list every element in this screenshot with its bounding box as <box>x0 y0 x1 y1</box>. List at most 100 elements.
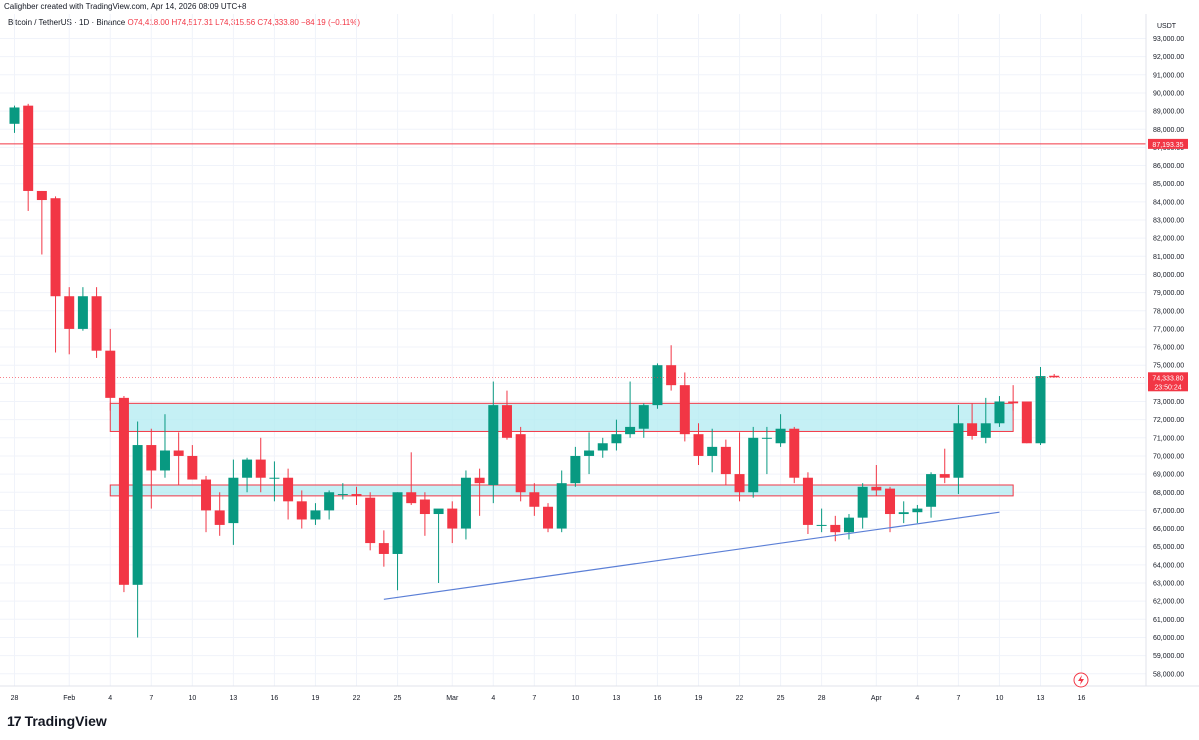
ascending-trendline <box>383 511 1000 600</box>
candle-body <box>201 479 212 511</box>
price-tick-label: 60,000.00 <box>1153 635 1184 642</box>
price-tick-label: 78,000.00 <box>1153 308 1184 315</box>
candle-body <box>611 434 622 444</box>
candle-body <box>419 499 430 515</box>
price-tick-label: 75,000.00 <box>1153 363 1184 370</box>
price-tick-label: 80,000.00 <box>1153 272 1184 279</box>
candle-body <box>488 405 499 485</box>
date-tick-label: Feb <box>63 695 75 702</box>
symbol-name: Bitcoin / TetherUS · 1D · Binance <box>8 18 126 27</box>
candle-body <box>625 426 636 435</box>
date-tick-label: 13 <box>1037 695 1045 702</box>
candle-body <box>816 524 827 526</box>
candle-body <box>953 423 964 478</box>
date-tick-label: 16 <box>271 695 279 702</box>
price-tick-label: 59,000.00 <box>1153 653 1184 660</box>
last-price-label: 74,333.80 <box>1152 375 1183 382</box>
ohlc-low: L74,315.56 <box>215 18 256 27</box>
price-tick-label: 90,000.00 <box>1153 90 1184 97</box>
candle-body <box>118 397 129 585</box>
candle-body <box>597 443 608 451</box>
price-tick-label: 71,000.00 <box>1153 435 1184 442</box>
candle-body <box>447 508 458 529</box>
candle-body <box>77 296 88 329</box>
price-tick-label: 84,000.00 <box>1153 199 1184 206</box>
date-tick-label: 7 <box>532 695 536 702</box>
candle-body <box>187 455 198 480</box>
candle-body <box>310 510 321 520</box>
date-tick-label: Mar <box>446 695 459 702</box>
date-tick-label: 16 <box>1078 695 1086 702</box>
price-tick-label: 62,000.00 <box>1153 599 1184 606</box>
date-tick-label: 4 <box>491 695 495 702</box>
candle-body <box>1008 401 1019 404</box>
price-tick-label: 66,000.00 <box>1153 526 1184 533</box>
candle-body <box>748 437 759 493</box>
currency-label: USDT <box>1157 23 1177 30</box>
candle-body <box>980 423 991 438</box>
candle-body <box>365 497 376 544</box>
candle-body <box>775 428 786 444</box>
candle-body <box>898 512 909 515</box>
candle-body <box>91 296 102 351</box>
price-tick-label: 92,000.00 <box>1153 54 1184 61</box>
price-tick-label: 91,000.00 <box>1153 72 1184 79</box>
date-tick-label: 13 <box>229 695 237 702</box>
candle-body <box>939 474 950 478</box>
lightning-icon[interactable] <box>1073 672 1089 688</box>
price-tick-label: 68,000.00 <box>1153 490 1184 497</box>
price-tick-label: 63,000.00 <box>1153 581 1184 588</box>
ohlc-change: −84.19 (−0.11%) <box>301 18 361 27</box>
time-axis: 28 Feb 4 7 10 13 16 19 22 25 Mar 4 7 10 13 16 19 22 25 28 Ap… <box>0 685 1199 702</box>
price-labels: 87,193.35 74,333.80 23:50:24 <box>1148 138 1188 392</box>
candle-body <box>337 494 348 496</box>
candle-body <box>871 486 882 491</box>
price-tick-label: 81,000.00 <box>1153 254 1184 261</box>
candle-body <box>707 446 718 456</box>
date-tick-label: 16 <box>654 695 662 702</box>
candle-body <box>296 501 307 520</box>
candle-body <box>679 385 690 435</box>
resistance-price-tag <box>1148 138 1188 149</box>
candle-body <box>1035 376 1046 444</box>
date-tick-label: 19 <box>312 695 320 702</box>
candle-body <box>228 477 239 524</box>
price-tick-label: 67,000.00 <box>1153 508 1184 515</box>
price-tick-label: 93,000.00 <box>1153 36 1184 43</box>
candle-body <box>64 296 75 329</box>
candle-body <box>515 434 526 493</box>
date-tick-label: 10 <box>571 695 579 702</box>
tradingview-logo: 17 TradingView <box>7 713 107 729</box>
candle-body <box>830 524 841 533</box>
candle-body <box>433 508 444 515</box>
tradingview-logo-icon: 17 <box>7 713 22 729</box>
tradingview-logo-text: TradingView <box>24 713 107 729</box>
candle-body <box>843 517 854 533</box>
price-tick-label: 77,000.00 <box>1153 326 1184 333</box>
candle-body <box>857 486 868 518</box>
candle-body <box>132 445 143 585</box>
candle-body <box>283 477 294 502</box>
countdown-label: 23:50:24 <box>1154 384 1181 391</box>
date-tick-label: 25 <box>777 695 785 702</box>
date-tick-label: 22 <box>353 695 361 702</box>
candle-body <box>543 506 554 529</box>
candle-body <box>994 401 1005 424</box>
lightning-bolt <box>1078 675 1084 685</box>
chart-grid <box>0 14 1146 686</box>
candle-body <box>269 477 280 479</box>
drawn-lines <box>0 143 1146 600</box>
candle-body <box>255 459 266 478</box>
candle-body <box>720 446 731 475</box>
price-tick-label: 88,000.00 <box>1153 127 1184 134</box>
date-tick-label: 10 <box>996 695 1004 702</box>
price-tick-label: 82,000.00 <box>1153 236 1184 243</box>
ohlc-close: C74,333.80 <box>257 18 299 27</box>
date-tick-label: 25 <box>394 695 402 702</box>
date-tick-label: 4 <box>915 695 919 702</box>
candle-body <box>324 492 335 511</box>
price-axis: USDT 58,000.00 59,000.00 60,000.00 61,000.00… <box>1145 14 1184 686</box>
date-tick-label: 22 <box>736 695 744 702</box>
date-tick-label: Apr <box>871 695 883 702</box>
